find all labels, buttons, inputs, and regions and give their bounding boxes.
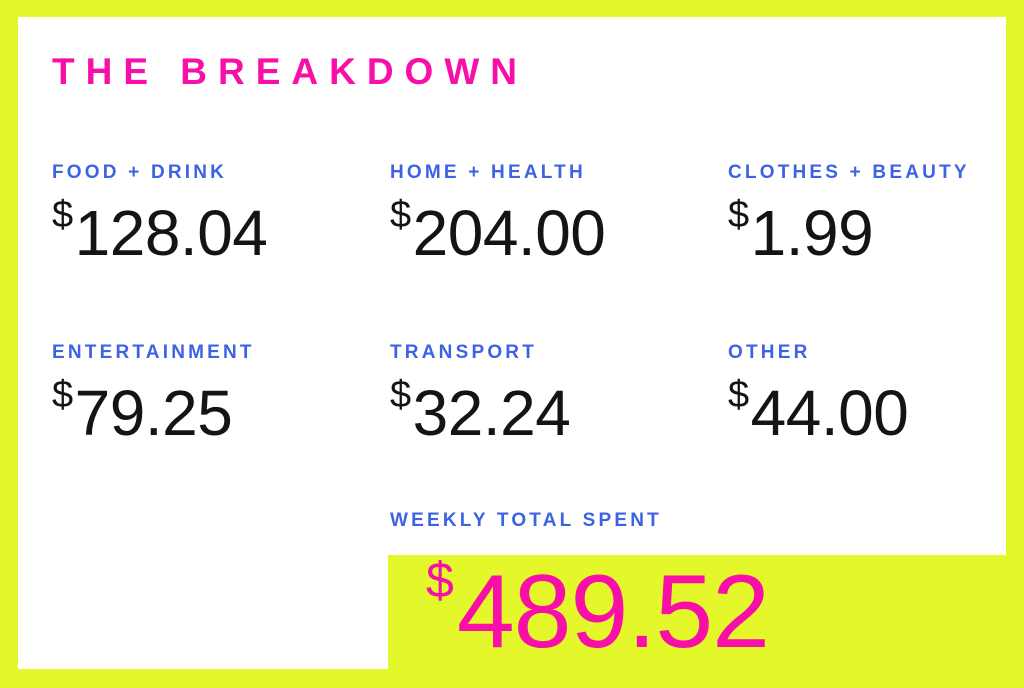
category-amount: $44.00 — [728, 376, 909, 445]
category-cell-transport: TRANSPORT $32.24 — [390, 342, 571, 445]
amount-value: 204.00 — [412, 196, 606, 269]
category-label: OTHER — [728, 342, 811, 363]
category-amount: $204.00 — [390, 196, 606, 265]
category-cell-clothes-beauty: CLOTHES + BEAUTY $1.99 — [728, 162, 970, 265]
category-label: ENTERTAINMENT — [52, 342, 255, 363]
amount-value: 79.25 — [74, 376, 233, 449]
amount-value: 44.00 — [750, 376, 909, 449]
category-amount: $128.04 — [52, 196, 268, 265]
currency-symbol: $ — [390, 193, 411, 236]
currency-symbol: $ — [52, 373, 73, 416]
category-label: FOOD + DRINK — [52, 162, 228, 183]
category-cell-entertainment: ENTERTAINMENT $79.25 — [52, 342, 255, 445]
weekly-total-label: WEEKLY TOTAL SPENT — [390, 510, 662, 531]
total-amount-value: 489.52 — [456, 554, 770, 670]
category-cell-food-drink: FOOD + DRINK $128.04 — [52, 162, 268, 265]
category-label: TRANSPORT — [390, 342, 538, 363]
page-title: THE BREAKDOWN — [52, 51, 528, 92]
currency-symbol: $ — [390, 373, 411, 416]
amount-value: 128.04 — [74, 196, 268, 269]
weekly-total-highlight-block: $489.52 — [388, 555, 1024, 688]
currency-symbol: $ — [52, 193, 73, 236]
category-amount: $79.25 — [52, 376, 255, 445]
category-amount: $1.99 — [728, 196, 970, 265]
amount-value: 1.99 — [750, 196, 874, 269]
currency-symbol: $ — [426, 552, 454, 608]
currency-symbol: $ — [728, 373, 749, 416]
category-label: HOME + HEALTH — [390, 162, 586, 183]
category-label: CLOTHES + BEAUTY — [728, 162, 970, 183]
category-cell-other: OTHER $44.00 — [728, 342, 909, 445]
category-amount: $32.24 — [390, 376, 571, 445]
weekly-total-amount: $489.52 — [426, 555, 770, 664]
category-cell-home-health: HOME + HEALTH $204.00 — [390, 162, 606, 265]
amount-value: 32.24 — [412, 376, 571, 449]
currency-symbol: $ — [728, 193, 749, 236]
weekly-total-label-wrap: WEEKLY TOTAL SPENT — [390, 510, 662, 533]
